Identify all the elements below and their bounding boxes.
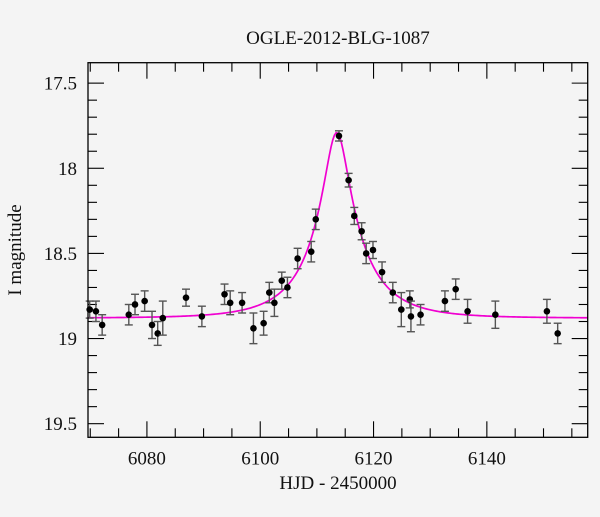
axis-tick-labels: 6080 6100 6120 6140 17.5 18 18.5 19 19.5: [44, 74, 506, 470]
data-point: [159, 314, 167, 322]
data-point: [307, 248, 315, 256]
data-point-group: [249, 312, 258, 345]
data-point-group: [378, 261, 387, 284]
data-point: [554, 330, 561, 337]
data-point-group: [238, 291, 247, 314]
x-tick-label: 6080: [128, 449, 166, 470]
data-point: [452, 285, 459, 293]
data-point-group: [220, 283, 229, 306]
y-tick-label: 19: [58, 329, 77, 350]
data-point: [271, 299, 278, 307]
data-point: [417, 311, 424, 319]
data-point: [441, 297, 449, 305]
data-point: [378, 268, 386, 276]
data-point-group: [259, 310, 268, 336]
data-point: [407, 313, 415, 320]
data-point-group: [124, 303, 133, 326]
y-tick-label: 17.5: [44, 74, 77, 95]
data-point-group: [148, 310, 157, 340]
data-point-group: [293, 247, 302, 270]
data-point-group: [307, 240, 316, 263]
data-point: [125, 311, 133, 319]
y-tick-label: 18: [58, 159, 77, 180]
y-axis-label: I magnitude: [5, 204, 26, 295]
data-point: [358, 227, 365, 235]
data-point: [464, 307, 471, 315]
data-point-group: [182, 288, 191, 307]
data-point: [131, 301, 139, 308]
data-point: [369, 246, 377, 254]
data-point: [335, 132, 343, 140]
data-point-group: [265, 281, 274, 304]
data-point: [98, 321, 106, 329]
data-point: [182, 294, 190, 301]
data-point: [250, 325, 257, 332]
data-point-group: [131, 293, 140, 316]
data-point-group: [311, 208, 320, 231]
data-point: [345, 176, 352, 184]
data-point: [294, 255, 301, 262]
data-point: [398, 306, 405, 313]
data-point: [389, 289, 397, 296]
data-point-group: [553, 322, 562, 345]
data-point-group: [362, 242, 371, 265]
data-point-group: [491, 300, 500, 330]
data-point-group: [277, 271, 286, 290]
data-point-group: [350, 206, 359, 226]
data-point-group: [344, 172, 353, 188]
y-tick-label: 19.5: [44, 414, 77, 435]
data-point: [260, 319, 267, 327]
data-point: [226, 299, 234, 307]
data-point: [278, 277, 286, 284]
chart-title: OGLE-2012-BLG-1087: [246, 28, 430, 49]
x-tick-label: 6120: [355, 449, 393, 470]
data-point: [198, 313, 206, 320]
data-point-group: [226, 290, 235, 316]
x-tick-label: 6140: [468, 449, 506, 470]
data-point-group: [85, 300, 94, 319]
x-tick-label: 6100: [241, 449, 279, 470]
data-point-group: [440, 290, 449, 312]
data-point-group: [98, 314, 107, 336]
model-curve: [87, 131, 588, 319]
data-point-group: [91, 300, 100, 323]
data-point: [221, 290, 228, 298]
data-point-group: [397, 291, 406, 328]
axis-ticks: [88, 62, 588, 438]
data-point-group: [463, 298, 472, 324]
data-point: [350, 212, 358, 220]
plot-frame: [87, 62, 589, 438]
data-point-group: [542, 298, 551, 324]
data-point-group: [283, 276, 292, 299]
data-point: [141, 297, 148, 305]
data-point-group: [158, 300, 167, 336]
data-point-group: [197, 305, 206, 328]
data-point: [492, 311, 499, 319]
data-point: [312, 216, 320, 223]
data-point: [265, 289, 273, 296]
data-point: [92, 307, 100, 315]
data-point-group: [368, 240, 377, 260]
data-point-group: [357, 222, 366, 241]
data-point-group: [451, 278, 460, 301]
data-point-group: [334, 130, 343, 142]
y-tick-label: 18.5: [44, 244, 77, 265]
data-point-group: [140, 290, 149, 312]
data-point: [148, 321, 156, 329]
data-point: [543, 307, 551, 315]
data-point-group: [405, 290, 414, 309]
data-point: [284, 284, 291, 291]
data-point-group: [388, 281, 397, 304]
x-axis-label: HJD - 2450000: [279, 473, 396, 494]
data-point-group: [416, 303, 425, 326]
photometry-points: [85, 130, 562, 347]
data-point: [362, 250, 370, 257]
data-point-group: [406, 300, 415, 333]
data-point: [238, 299, 246, 307]
data-point-group: [270, 288, 279, 318]
